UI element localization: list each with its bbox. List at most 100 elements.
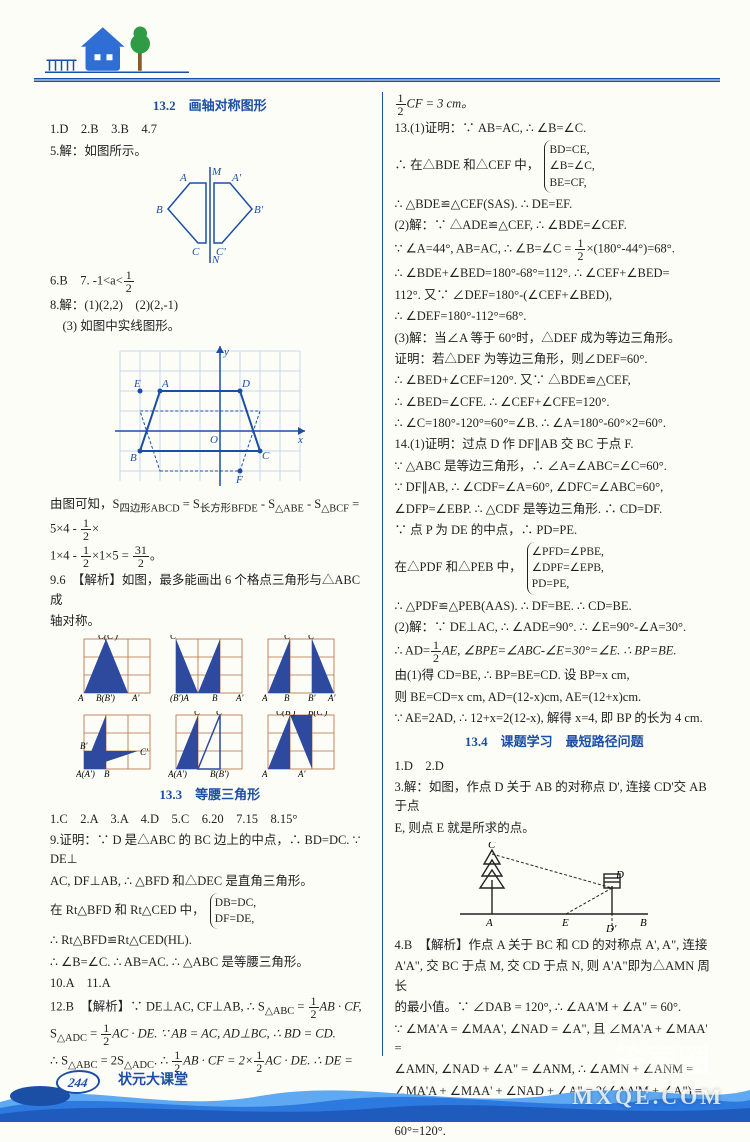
svg-text:C: C xyxy=(170,635,177,641)
q8-part3: (3) 如图中实线图形。 xyxy=(50,317,370,336)
svg-text:C': C' xyxy=(140,747,149,757)
svg-text:N: N xyxy=(211,254,220,265)
r14b: ∵ △ABC 是等边三角形，∴ ∠A=∠ABC=∠C=60°. xyxy=(395,457,715,476)
q9-proof-a: 9.证明：∵ D 是△ABC 的 BC 边上的中点，∴ BD=DC. ∵ DE⊥ xyxy=(50,831,370,870)
figure-symmetric-shape: M A A' B B' C C' N xyxy=(150,165,270,265)
svg-text:B: B xyxy=(104,769,110,779)
r13d: (2)解：∵ △ADE≌△CEF, ∴ ∠BDE=∠CEF. xyxy=(395,216,715,235)
svg-text:x: x xyxy=(297,434,303,446)
q12-b: S△ADC = 12AC · DE. ∵ AB = AC, AD⊥BC, ∴ B… xyxy=(50,1022,370,1047)
r13l: ∴ ∠BED=∠CFE. ∴ ∠CEF+∠CFE=120°. xyxy=(395,393,715,412)
watermark-cn: 答案圈 xyxy=(614,1036,710,1086)
figure-shortest-path: C D A E B D' xyxy=(444,842,664,932)
r13m: ∴ ∠C=180°-120°=60°=∠B. ∴ ∠A=180°-60°×2=6… xyxy=(395,414,715,433)
svg-text:O: O xyxy=(210,434,218,446)
q9-proof-b: AC, DF⊥AB, ∴ △BFD 和△DEC 是直角三角形。 xyxy=(50,872,370,891)
answers-6-7: 6.B 7. -1<a<12 xyxy=(50,269,370,294)
q9-proof-d: ∴ Rt△BFD≌Rt△CED(HL). xyxy=(50,931,370,950)
sec13-3-answers: 1.C 2.A 3.A 4.D 5.C 6.20 7.15 8.15° xyxy=(50,810,370,829)
grid-tri-4: A(A') B C' B' xyxy=(76,711,160,779)
q12-a: 12.B 【解析】∵ DE⊥AC, CF⊥AB, ∴ S△ABC = 12AB … xyxy=(50,995,370,1020)
svg-text:B: B xyxy=(284,693,290,703)
r14d: ∠DFP=∠EBP. ∴ △CDF 是等边三角形. ∴ CD=DF. xyxy=(395,500,715,519)
svg-text:C: C xyxy=(192,246,200,258)
q9-line1: 9.6 【解析】如图，最多能画出 6 个格点三角形与△ABC 成 xyxy=(50,571,370,610)
left-column: 13.2 画轴对称图形 1.D 2.B 3.B 4.7 5.解：如图所示。 M … xyxy=(44,92,383,1056)
r13e: ∵ ∠A=44°, AB=AC, ∴ ∠B=∠C = 12×(180°-44°)… xyxy=(395,237,715,262)
section-title-13-2: 13.2 画轴对称图形 xyxy=(50,96,370,116)
footer-title: 状元大课堂 xyxy=(118,1070,188,1092)
q9-proof-e: ∴ ∠B=∠C. ∴ AB=AC. ∴ △ABC 是等腰三角形。 xyxy=(50,953,370,972)
svg-text:C: C xyxy=(488,842,496,851)
r14c: ∵ DF∥AB, ∴ ∠CDF=∠A=60°, ∠DFC=∠ABC=60°, xyxy=(395,478,715,497)
svg-text:B(C'): B(C') xyxy=(308,711,327,717)
svg-text:E: E xyxy=(561,917,569,929)
r13a: 13.(1)证明：∵ AB=AC, ∴ ∠B=∠C. xyxy=(395,119,715,138)
r14a: 14.(1)证明：过点 D 作 DF∥AB 交 BC 于点 F. xyxy=(395,435,715,454)
q6-7-text: 6.B 7. -1<a< xyxy=(50,273,123,287)
grid-tri-3: ABB'A'CC' xyxy=(260,635,344,703)
c4b: A'A", 交 BC 于点 M, 交 CD 于点 N, 则 A'A"即为△AMN… xyxy=(395,957,715,996)
q5-text: 5.解：如图所示。 xyxy=(50,142,370,161)
svg-text:A: A xyxy=(179,172,187,184)
r13f: ∴ ∠BDE+∠BED=180°-68°=112°. ∴ ∠CEF+∠BED= xyxy=(395,264,715,283)
page: 13.2 画轴对称图形 1.D 2.B 3.B 4.7 5.解：如图所示。 M … xyxy=(0,0,750,1122)
q9-proof-c: 在 Rt△BFD 和 Rt△CED 中， DB=DC,DF=DE, xyxy=(50,893,370,929)
svg-text:A: A xyxy=(161,378,169,390)
r14h: (2)解：∵ DE⊥AC, ∴ ∠ADE=90°. ∴ ∠E=90°-∠A=30… xyxy=(395,618,715,637)
svg-text:y: y xyxy=(223,346,229,358)
q8-part12: 8.解：(1)(2,2) (2)(2,-1) xyxy=(50,296,370,315)
svg-text:E: E xyxy=(133,378,141,390)
six-grid-triangles: AB(B')A'C(C') (B')ABA'C ABB'A'CC' A(A')B… xyxy=(50,635,370,779)
svg-text:C: C xyxy=(262,450,270,462)
svg-text:F: F xyxy=(235,474,243,486)
svg-text:(B')A: (B')A xyxy=(170,693,189,703)
r14i: ∴ AD=12AE, ∠BPE=∠ABC-∠E=30°=∠E. ∴ BP=BE. xyxy=(395,639,715,664)
content-columns: 13.2 画轴对称图形 1.D 2.B 3.B 4.7 5.解：如图所示。 M … xyxy=(44,92,720,1056)
section-title-13-3: 13.3 等腰三角形 xyxy=(50,785,370,805)
c4a: 4.B 【解析】作点 A 关于 BC 和 CD 的对称点 A', A", 连接 xyxy=(395,936,715,955)
svg-text:D: D xyxy=(241,378,250,390)
header-divider xyxy=(34,78,720,82)
c3a: 3.解：如图，作点 D 关于 AB 的对称点 D', 连接 CD'交 AB 于点 xyxy=(395,778,715,817)
grid-tri-5: A(A')B(B')CC' xyxy=(168,711,252,779)
svg-text:B': B' xyxy=(80,741,88,751)
r13h: ∴ ∠DEF=180°-112°=68°. xyxy=(395,307,715,326)
q9-line2: 轴对称。 xyxy=(50,612,370,631)
brace-r13: BD=CE,∠B=∠C,BE=CF, xyxy=(544,140,598,192)
svg-text:A(A'): A(A') xyxy=(76,769,95,779)
right-column: 12CF = 3 cm。 13.(1)证明：∵ AB=AC, ∴ ∠B=∠C. … xyxy=(383,92,721,1056)
section-title-13-4: 13.4 课题学习 最短路径问题 xyxy=(395,732,715,752)
svg-text:A: A xyxy=(261,769,268,779)
svg-text:C(C'): C(C') xyxy=(98,635,118,641)
answers-1-4: 1.D 2.B 3.B 4.7 xyxy=(50,120,370,139)
c3b: E, 则点 E 就是所求的点。 xyxy=(395,819,715,838)
area-calc-line2: 1×4 - 12×1×5 = 312。 xyxy=(50,544,370,569)
r14f: 在△PDF 和△PEB 中， ∠PFD=∠PBE,∠DPF=∠EPB,PD=PE… xyxy=(395,542,715,594)
svg-text:C': C' xyxy=(308,635,317,641)
svg-text:D: D xyxy=(615,869,624,881)
grid-tri-6: AA'C(B')B(C') xyxy=(260,711,344,779)
svg-text:A(A'): A(A') xyxy=(168,769,187,779)
r13k: ∴ ∠BED+∠CEF=120°. 又∵ △BDE≌△CEF, xyxy=(395,371,715,390)
r14g: ∴ △PDF≌△PEB(AAS). ∴ DF=BE. ∴ CD=BE. xyxy=(395,597,715,616)
svg-text:B(B'): B(B') xyxy=(96,693,115,703)
r13i: (3)解：当∠A 等于 60°时，△DEF 成为等边三角形。 xyxy=(395,329,715,348)
brace-q9: DB=DC,DF=DE, xyxy=(210,893,260,929)
svg-text:A': A' xyxy=(231,172,242,184)
svg-text:B: B xyxy=(156,204,163,216)
grid-tri-1: AB(B')A'C(C') xyxy=(76,635,160,703)
r14e: ∵ 点 P 为 DE 的中点，∴ PD=PE. xyxy=(395,521,715,540)
svg-text:B: B xyxy=(640,917,647,929)
svg-text:C': C' xyxy=(216,711,225,717)
r13j: 证明：若△DEF 为等边三角形，则∠DEF=60°. xyxy=(395,350,715,369)
grid-tri-2: (B')ABA'C xyxy=(168,635,252,703)
r13c: ∴ △BDE≌△CEF(SAS). ∴ DE=EF. xyxy=(395,195,715,214)
svg-text:A': A' xyxy=(327,693,336,703)
figure-grid-quadrilateral: E A D B C F O x y xyxy=(110,341,310,491)
svg-text:D': D' xyxy=(605,923,617,932)
r13g: 112°. 又∵ ∠DEF=180°-(∠CEF+∠BED), xyxy=(395,286,715,305)
svg-text:C(B'): C(B') xyxy=(276,711,295,717)
frac-half: 12 xyxy=(124,269,134,294)
svg-text:A': A' xyxy=(235,693,244,703)
